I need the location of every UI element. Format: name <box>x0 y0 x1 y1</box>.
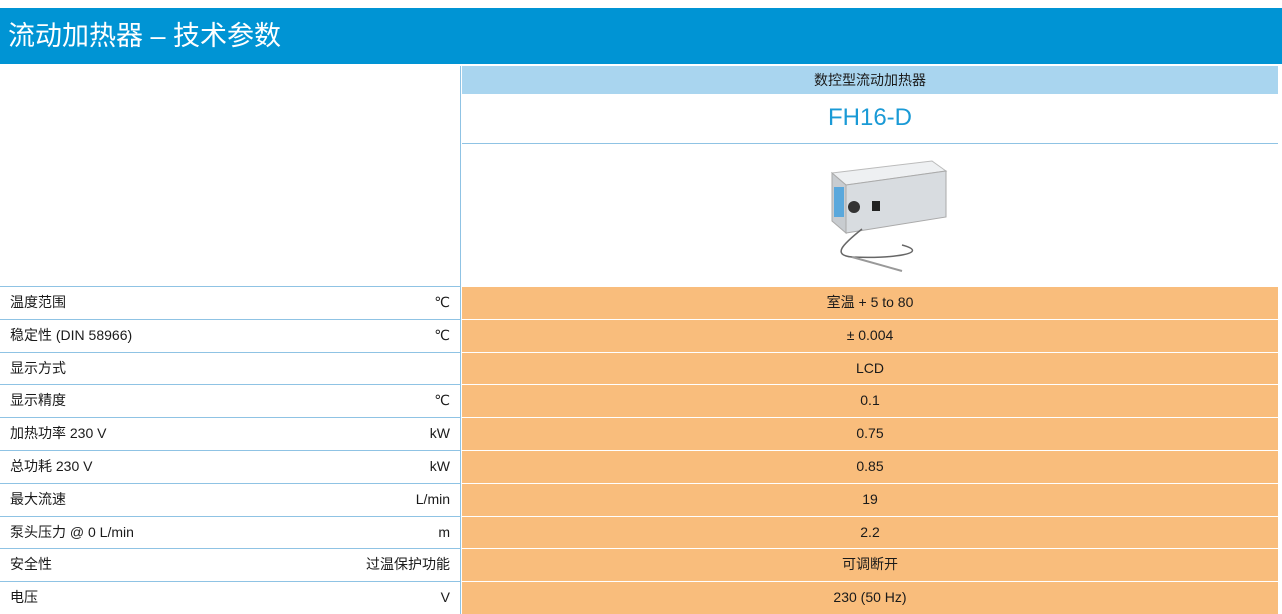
row-label: 稳定性 (DIN 58966) <box>10 326 133 343</box>
value-cell: 230 (50 Hz) <box>462 581 1278 614</box>
device-knob <box>848 201 860 213</box>
label-cell: 安全性 过温保护功能 <box>0 548 460 581</box>
column-divider <box>460 66 461 614</box>
row-unit: 过温保护功能 <box>366 556 450 573</box>
row-label: 最大流速 <box>10 490 66 507</box>
label-cell: 温度范围 ℃ <box>0 286 460 319</box>
device-cable <box>840 228 914 259</box>
label-cell: 显示方式 <box>0 351 460 385</box>
label-cell: 总功耗 230 V kW <box>0 450 460 483</box>
device-illustration <box>830 160 948 272</box>
value-cell: 0.85 <box>462 450 1278 483</box>
value-cell: 0.1 <box>462 384 1278 418</box>
label-cell: 电压 V <box>0 581 460 614</box>
value-cell: 可调断开 <box>462 548 1278 582</box>
value-cell: 2.2 <box>462 515 1278 549</box>
row-label: 加热功率 230 V <box>10 425 107 442</box>
value-cell: 19 <box>462 482 1278 516</box>
column-header: 数控型流动加热器 <box>462 66 1278 94</box>
table-row: 电压 V 230 (50 Hz) <box>0 581 1282 614</box>
model-name: FH16-D <box>462 95 1278 144</box>
title-bar: 流动加热器 – 技术参数 <box>0 8 1282 64</box>
label-cell: 最大流速 L/min <box>0 482 460 516</box>
row-label: 温度范围 <box>10 294 66 310</box>
row-unit: kW <box>429 458 450 474</box>
table-row: 加热功率 230 V kW 0.75 <box>0 417 1282 450</box>
row-label: 安全性 <box>10 556 52 573</box>
row-unit: m <box>438 523 450 540</box>
value-cell: 室温 + 5 to 80 <box>462 286 1278 319</box>
table-row: 安全性 过温保护功能 可调断开 <box>0 548 1282 582</box>
table-row: 稳定性 (DIN 58966) ℃ ± 0.004 <box>0 318 1282 352</box>
table-row: 泵头压力 @ 0 L/min m 2.2 <box>0 515 1282 549</box>
title: 流动加热器 – 技术参数 <box>8 21 282 51</box>
table-row: 总功耗 230 V kW 0.85 <box>0 450 1282 483</box>
row-unit: ℃ <box>434 392 450 409</box>
label-cell: 泵头压力 @ 0 L/min m <box>0 515 460 549</box>
device-switch <box>872 201 880 211</box>
product-image <box>462 145 1278 285</box>
table-row: 最大流速 L/min 19 <box>0 482 1282 516</box>
value-cell: LCD <box>462 351 1278 385</box>
row-unit: V <box>440 589 450 606</box>
row-unit: L/min <box>415 490 450 507</box>
row-label: 显示方式 <box>10 359 66 376</box>
label-cell: 加热功率 230 V kW <box>0 417 460 450</box>
table-row: 温度范围 ℃ 室温 + 5 to 80 <box>0 286 1282 319</box>
device-probe <box>851 256 903 272</box>
value-cell: ± 0.004 <box>462 318 1278 352</box>
row-unit: ℃ <box>434 326 450 343</box>
row-label: 泵头压力 @ 0 L/min <box>10 523 134 540</box>
value-cell: 0.75 <box>462 417 1278 450</box>
table-row: 显示方式 LCD <box>0 351 1282 385</box>
row-label: 总功耗 230 V <box>10 458 93 474</box>
row-label: 显示精度 <box>10 392 66 409</box>
row-unit: kW <box>429 425 450 442</box>
row-label: 电压 <box>10 589 38 606</box>
device-panel <box>834 187 844 217</box>
table-row: 显示精度 ℃ 0.1 <box>0 384 1282 418</box>
label-cell: 显示精度 ℃ <box>0 384 460 417</box>
label-cell: 稳定性 (DIN 58966) ℃ <box>0 318 460 352</box>
row-unit: ℃ <box>434 294 450 310</box>
